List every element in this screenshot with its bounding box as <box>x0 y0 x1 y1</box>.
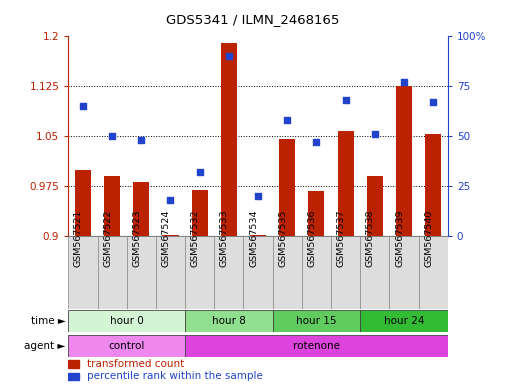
Bar <box>243 236 272 309</box>
Text: GSM567536: GSM567536 <box>307 210 316 267</box>
Text: GSM567522: GSM567522 <box>103 210 112 267</box>
Point <box>254 193 262 199</box>
Bar <box>272 236 301 309</box>
Text: hour 24: hour 24 <box>383 316 423 326</box>
Text: GSM567535: GSM567535 <box>278 210 287 267</box>
Text: time ►: time ► <box>31 316 66 326</box>
Point <box>166 197 174 203</box>
Bar <box>308 191 324 236</box>
Bar <box>126 236 156 309</box>
Bar <box>185 236 214 309</box>
Bar <box>68 236 97 309</box>
Bar <box>133 182 149 236</box>
Bar <box>337 131 353 236</box>
Bar <box>360 310 447 332</box>
Bar <box>162 235 178 236</box>
Text: GSM567524: GSM567524 <box>161 210 170 267</box>
Text: GSM567533: GSM567533 <box>220 210 228 267</box>
Point <box>195 169 204 175</box>
Bar <box>156 236 185 309</box>
Text: control: control <box>108 341 144 351</box>
Text: rotenone: rotenone <box>292 341 339 351</box>
Text: GSM567539: GSM567539 <box>394 210 403 267</box>
Bar <box>97 236 126 309</box>
Text: percentile rank within the sample: percentile rank within the sample <box>87 371 263 381</box>
Point <box>283 117 291 123</box>
Bar <box>366 176 382 236</box>
Point <box>108 133 116 139</box>
Point <box>370 131 378 137</box>
Point <box>312 139 320 146</box>
Bar <box>249 235 266 236</box>
Bar <box>191 190 207 236</box>
Bar <box>68 335 185 357</box>
Bar <box>301 236 330 309</box>
Point <box>79 103 87 109</box>
Text: GSM567521: GSM567521 <box>74 210 83 267</box>
Text: GDS5341 / ILMN_2468165: GDS5341 / ILMN_2468165 <box>166 13 339 26</box>
Bar <box>185 310 272 332</box>
Text: GSM567534: GSM567534 <box>248 210 258 267</box>
Text: GSM567523: GSM567523 <box>132 210 141 267</box>
Bar <box>104 176 120 236</box>
Point <box>399 79 407 86</box>
Bar <box>185 335 447 357</box>
Bar <box>220 43 236 236</box>
Bar <box>279 139 295 236</box>
Text: hour 15: hour 15 <box>295 316 336 326</box>
Bar <box>68 310 185 332</box>
Text: hour 8: hour 8 <box>212 316 245 326</box>
Bar <box>68 360 79 368</box>
Bar <box>395 86 411 236</box>
Bar <box>418 236 447 309</box>
Bar <box>214 236 243 309</box>
Bar <box>424 134 440 236</box>
Point <box>137 137 145 143</box>
Bar <box>75 170 91 236</box>
Point <box>341 97 349 103</box>
Bar <box>330 236 360 309</box>
Point <box>428 99 436 106</box>
Point <box>224 53 232 60</box>
Text: GSM567538: GSM567538 <box>365 210 374 267</box>
Bar <box>360 236 389 309</box>
Text: agent ►: agent ► <box>24 341 66 351</box>
Text: hour 0: hour 0 <box>110 316 143 326</box>
Bar <box>389 236 418 309</box>
Text: GSM567537: GSM567537 <box>336 210 345 267</box>
Bar <box>68 372 79 380</box>
Text: GSM567540: GSM567540 <box>423 210 432 267</box>
Text: GSM567532: GSM567532 <box>190 210 199 267</box>
Bar <box>272 310 360 332</box>
Text: transformed count: transformed count <box>87 359 184 369</box>
